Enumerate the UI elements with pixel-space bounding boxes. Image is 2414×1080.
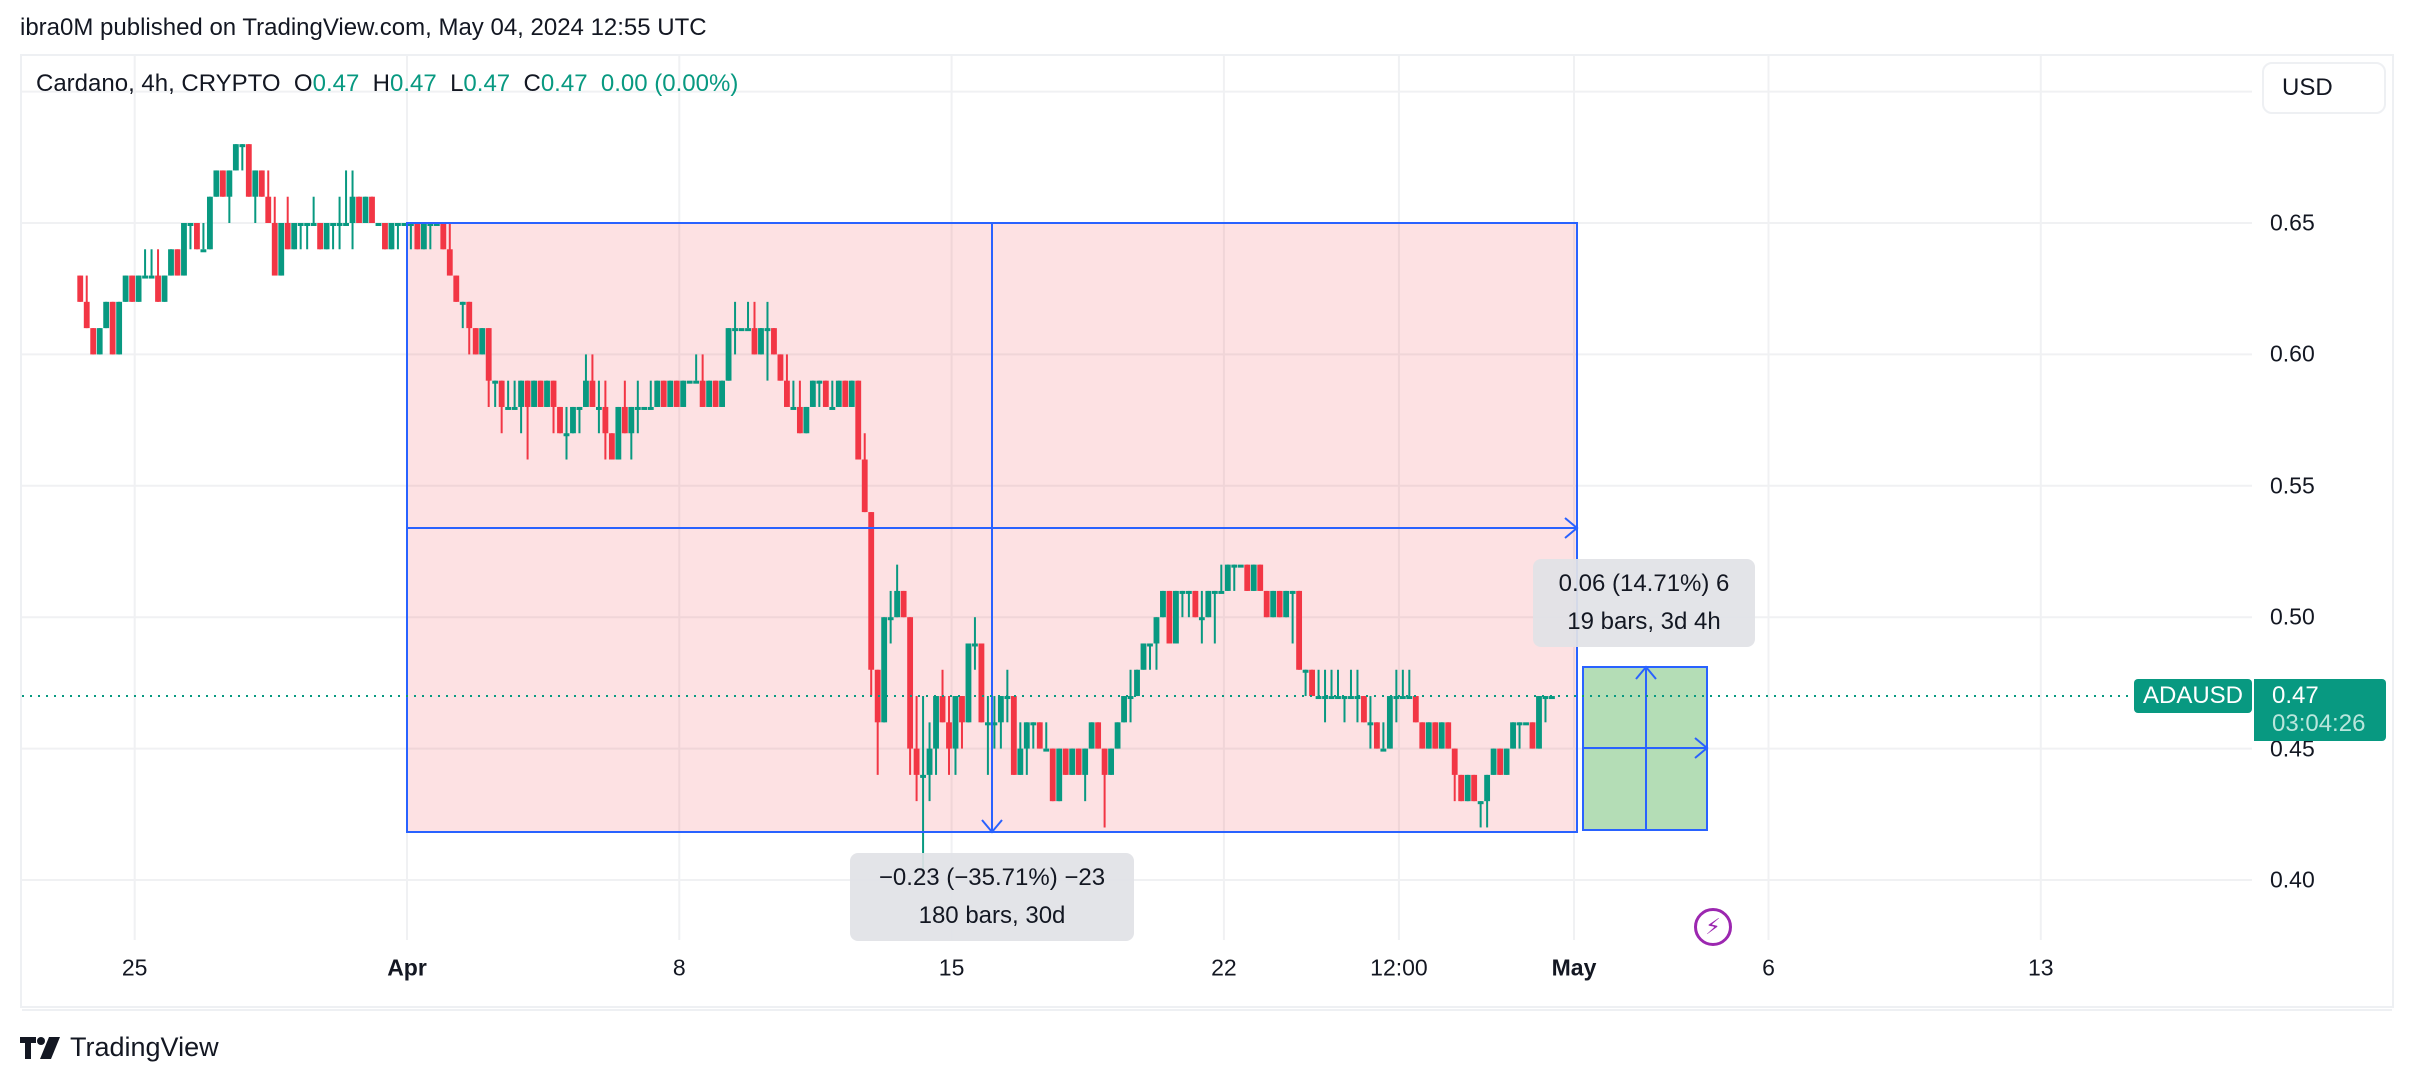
time-tick-label: 12:00 [1370,954,1428,981]
time-tick-label: 22 [1211,954,1237,981]
last-price-value: 0.47 [2272,682,2319,709]
tradingview-logo[interactable]: TradingView [20,1032,219,1063]
measure-tool-lines [406,222,1709,834]
tradingview-logo-icon [20,1036,60,1059]
time-tick-label: Apr [387,954,427,981]
time-tick-label: 15 [938,954,965,981]
published-caption: ibra0M published on TradingView.com, May… [20,14,707,41]
legend-open-value: 0.47 [312,70,360,97]
price-tick-label: 0.40 [2270,866,2315,893]
price-tick-label: 0.60 [2270,340,2315,367]
time-tick-label: 8 [672,954,686,981]
tradingview-brand: TradingView [70,1032,219,1062]
symbol-price-tag: ADAUSD [2134,679,2252,713]
measure-up-range: 19 bars, 3d 4h [1567,608,1721,635]
time-tick-label: May [1551,954,1597,981]
currency-button[interactable]: USD [2262,62,2386,114]
measure-up-change: 0.06 (14.71%) 6 [1558,570,1730,597]
series-legend: Cardano, 4h, CRYPTO O 0.47 H 0.47 L 0.47… [36,70,738,98]
price-tick-label: 0.65 [2270,209,2315,236]
grid-lines [22,56,2392,1011]
time-tick-label: 13 [2028,954,2054,981]
legend-symbol[interactable]: Cardano, 4h, CRYPTO [36,70,281,97]
price-tick-label: 0.55 [2270,472,2315,499]
measure-label-down: −0.23 (−35.71%) −23 180 bars, 30d [850,853,1134,941]
time-tick-label: 25 [121,954,148,981]
legend-close-value: 0.47 [540,70,588,97]
legend-high-value: 0.47 [390,70,437,97]
legend-high-label: H [372,70,390,97]
measure-down-range: 180 bars, 30d [918,902,1066,929]
time-tick-label: 6 [1762,954,1775,981]
measure-label-up: 0.06 (14.71%) 6 19 bars, 3d 4h [1533,559,1755,647]
legend-change-value: 0.00 (0.00%) [600,70,739,97]
price-tick-label: 0.50 [2270,603,2315,630]
measure-down-change: −0.23 (−35.71%) −23 [878,864,1106,891]
legend-low-value: 0.47 [463,70,511,97]
bar-countdown: 03:04:26 [2272,710,2366,737]
chart-frame [20,54,2394,1008]
legend-close-label: C [523,70,541,97]
last-price-tag: 0.47 03:04:26 [2254,679,2386,741]
candlestick-series [77,144,1555,880]
alert-lightning-icon[interactable]: ⚡︎ [1694,908,1732,946]
legend-open-label: O [293,70,313,97]
legend-low-label: L [450,70,464,97]
